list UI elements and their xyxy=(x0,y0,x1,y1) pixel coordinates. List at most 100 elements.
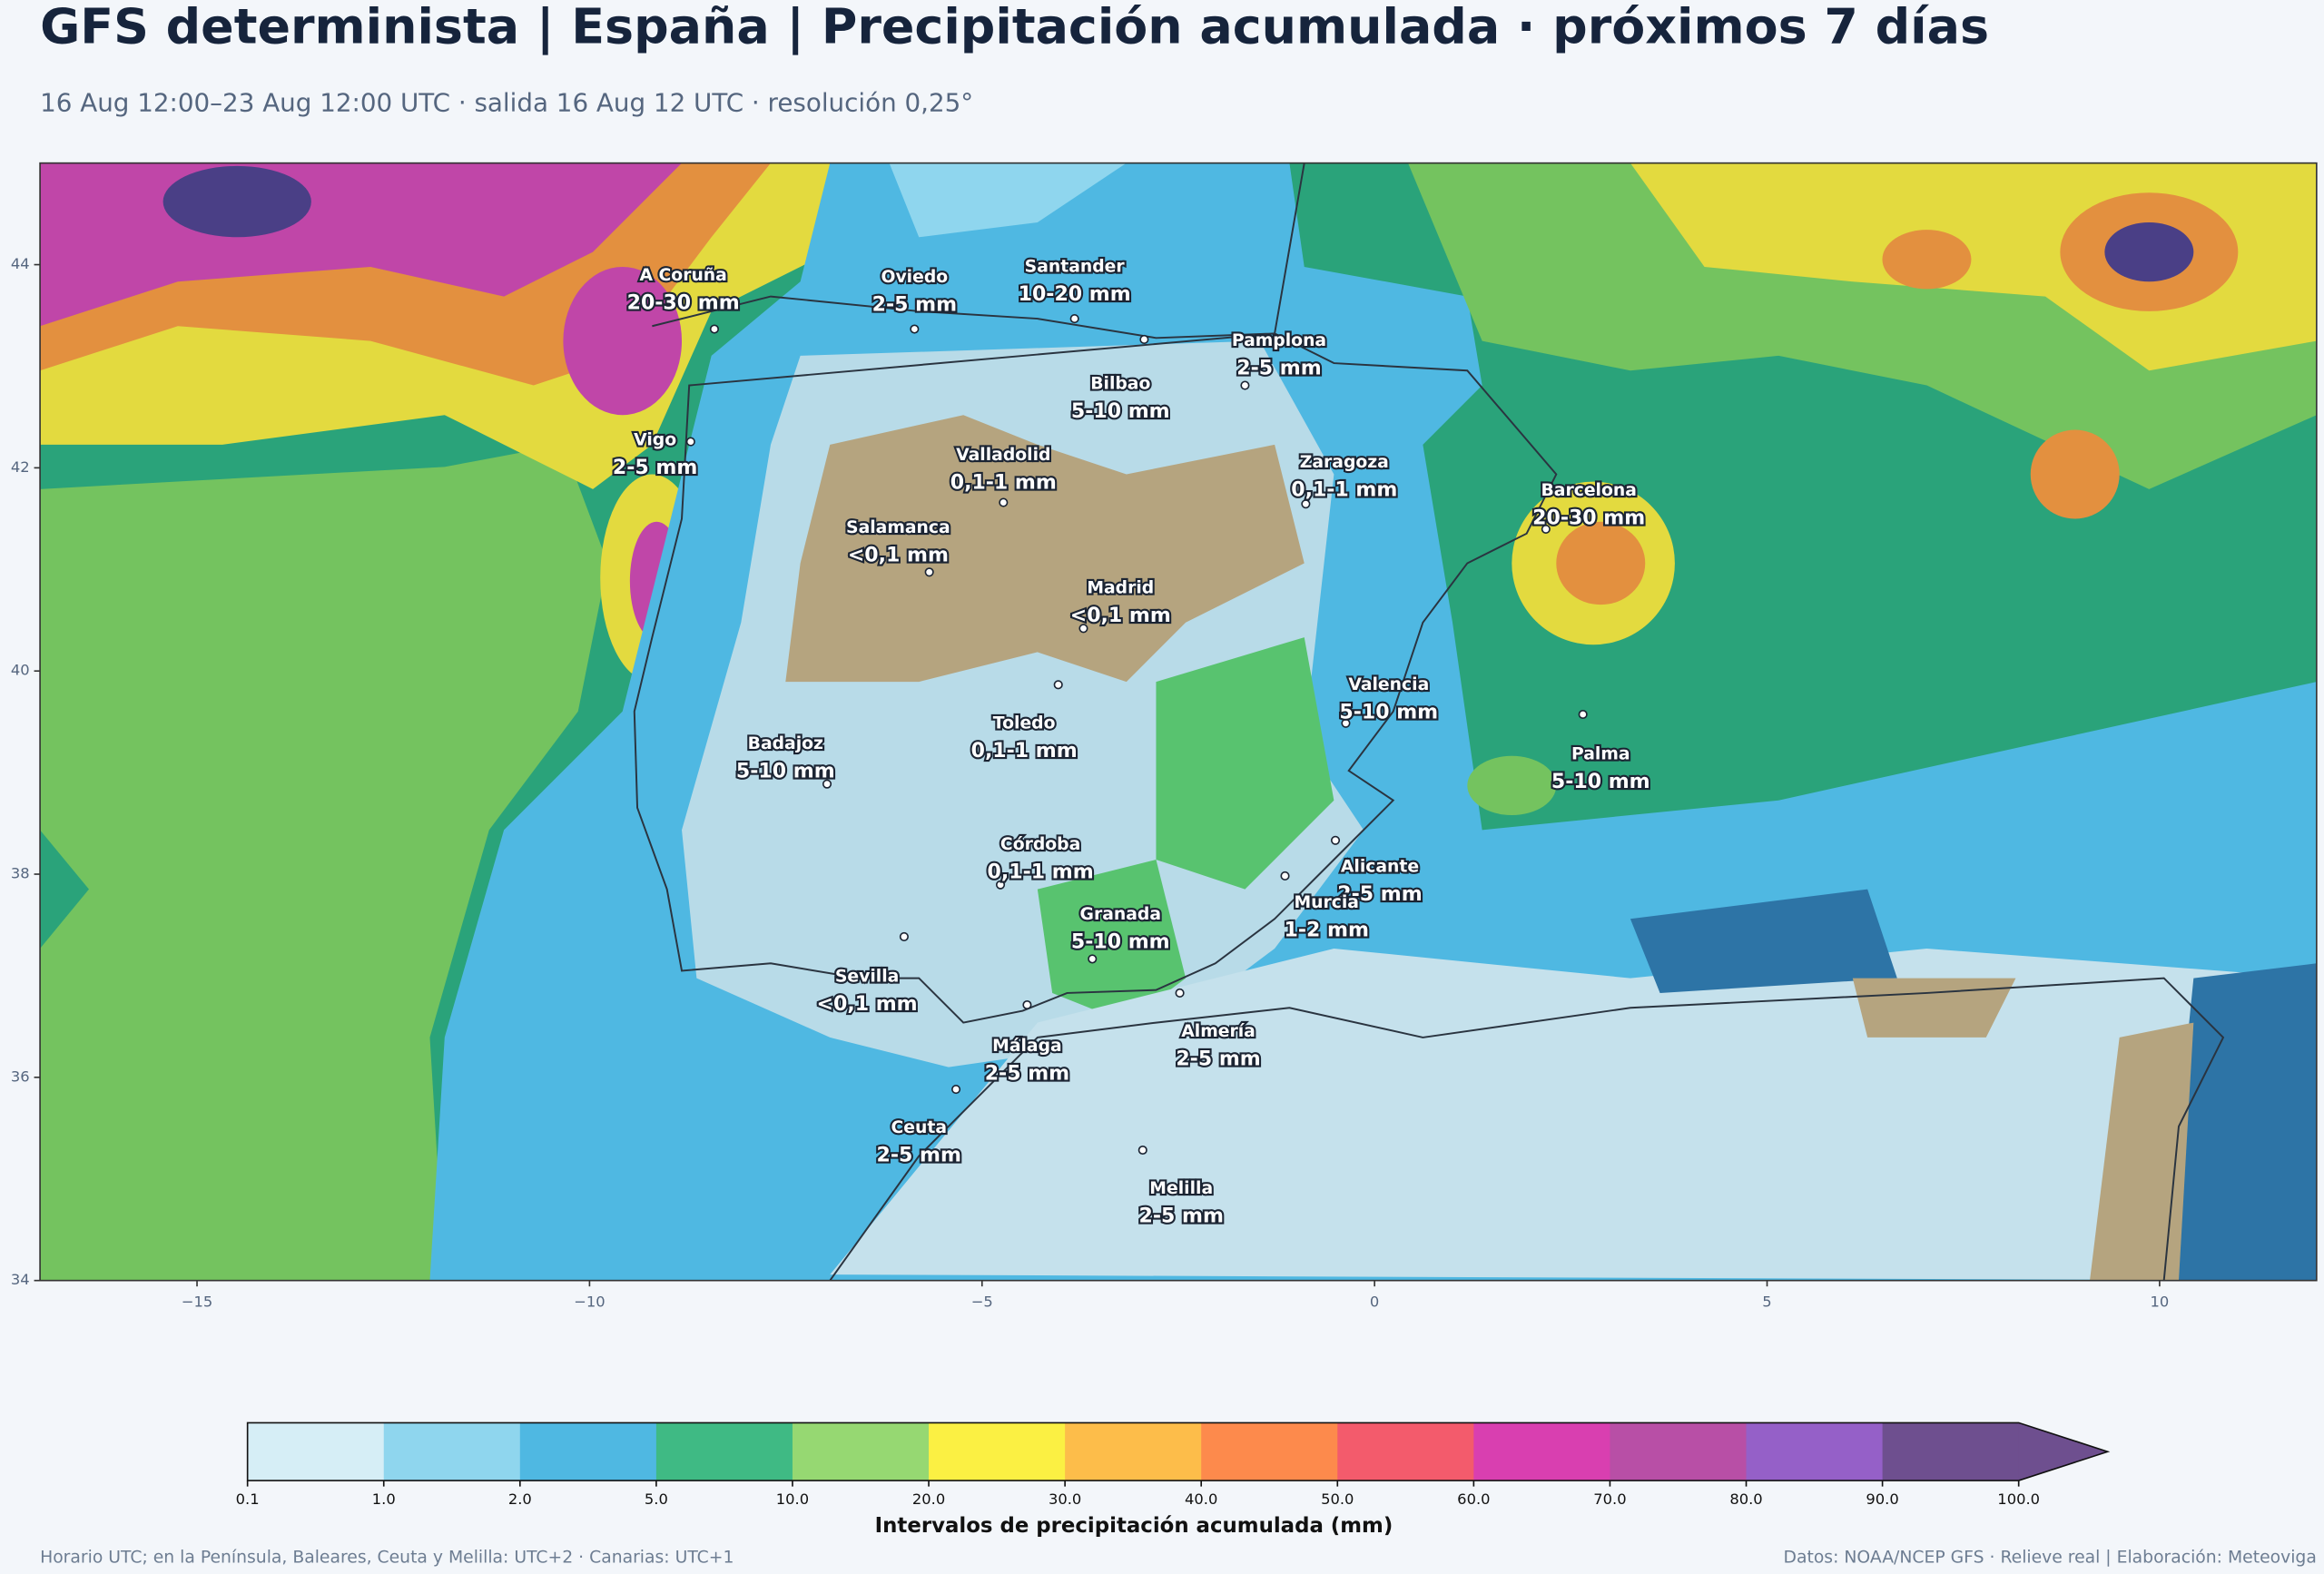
city-name: Valencia xyxy=(1348,675,1429,694)
colorbar-segment xyxy=(519,1422,657,1481)
city-name: Murcia xyxy=(1294,893,1359,912)
city: Córdoba 0,1-1 mm xyxy=(985,833,1096,890)
city-precip: 2-5 mm xyxy=(613,457,697,479)
footer-right: Datos: NOAA/NCEP GFS · Relieve real | El… xyxy=(1784,1548,2317,1567)
city-dot xyxy=(1301,499,1311,509)
city: Valladolid 0,1-1 mm xyxy=(949,444,1059,507)
city-dot xyxy=(899,931,909,941)
city-dot xyxy=(924,567,934,577)
city: Málaga 2-5 mm xyxy=(983,999,1071,1087)
city-precip: 5-10 mm xyxy=(1071,930,1170,953)
colorbar-segment xyxy=(1746,1422,1884,1481)
y-tick-label: 34 xyxy=(11,1271,30,1288)
city: Salamanca <0,1 mm xyxy=(844,516,952,577)
colorbar-frame xyxy=(246,1422,2111,1481)
colorbar-tick-label: 10.0 xyxy=(776,1490,809,1508)
x-tick-label: −5 xyxy=(971,1294,993,1311)
city-dot xyxy=(910,324,920,334)
city-precip: 2-5 mm xyxy=(1176,1048,1260,1070)
city-name: Badajoz xyxy=(748,734,823,753)
city: Almería 2-5 mm xyxy=(1174,988,1263,1073)
city-dot xyxy=(999,497,1009,507)
colorbar-segment xyxy=(1065,1422,1203,1481)
city: Madrid <0,1 mm xyxy=(1068,577,1173,634)
city-name: Oviedo xyxy=(881,268,949,287)
city-dot xyxy=(1139,334,1149,344)
city-dot xyxy=(685,437,695,447)
city-name: Bilbao xyxy=(1090,374,1150,393)
city-dot xyxy=(1069,314,1079,324)
city-precip: 2-5 mm xyxy=(872,293,957,316)
map-frame xyxy=(39,162,2318,1282)
colorbar-label: Intervalos de precipitación acumulada (m… xyxy=(875,1514,1393,1538)
colorbar-tick-label: 5.0 xyxy=(645,1490,668,1508)
city-precip: <0,1 mm xyxy=(848,544,949,566)
city-name: Valladolid xyxy=(956,446,1050,465)
colorbar-segment xyxy=(1882,1422,2020,1481)
city-precip: 20-30 mm xyxy=(627,292,740,315)
city: Murcia 1-2 mm xyxy=(1280,871,1371,943)
city-precip: 10-20 mm xyxy=(1019,283,1131,306)
city: Alicante 2-5 mm xyxy=(1330,835,1424,908)
colorbar-segment xyxy=(247,1422,385,1481)
city: Zaragoza 0,1-1 mm xyxy=(1289,451,1399,509)
city-precip: <0,1 mm xyxy=(817,993,918,1016)
x-tick-label: −15 xyxy=(182,1294,212,1311)
city-dot xyxy=(995,880,1006,890)
city-dot xyxy=(1341,718,1351,728)
title: GFS determinista | España | Precipitació… xyxy=(40,0,1989,54)
colorbar-segment xyxy=(1610,1422,1748,1481)
city-dot xyxy=(951,1085,961,1095)
city-name: Almería xyxy=(1181,1022,1256,1041)
city-dot xyxy=(1022,999,1032,1010)
city-name: Santander xyxy=(1025,257,1126,276)
colorbar-tick-label: 60.0 xyxy=(1457,1490,1490,1508)
city-name: Córdoba xyxy=(1000,835,1080,854)
y-tick-label: 36 xyxy=(11,1067,30,1085)
city-precip: 5-10 mm xyxy=(736,761,835,783)
city-dot xyxy=(1053,680,1063,690)
city-dot xyxy=(1175,988,1185,999)
city: Vigo 2-5 mm xyxy=(611,428,700,481)
city: Granada 5-10 mm xyxy=(1069,903,1172,964)
city: Bilbao 5-10 mm xyxy=(1069,334,1172,425)
city-name: Pamplona xyxy=(1232,331,1326,350)
colorbar-tick-label: 1.0 xyxy=(372,1490,396,1508)
city-dot xyxy=(1280,871,1290,881)
city: Melilla 2-5 mm xyxy=(1137,1145,1226,1230)
y-tick-label: 40 xyxy=(11,662,30,679)
x-tick-label: 5 xyxy=(1762,1294,1771,1311)
colorbar-segment xyxy=(929,1422,1066,1481)
colorbar-segment xyxy=(1473,1422,1611,1481)
city-dot xyxy=(1541,524,1551,534)
city-name: Granada xyxy=(1080,905,1161,924)
city-precip: 0,1-1 mm xyxy=(1291,478,1397,501)
city-dot xyxy=(822,779,832,789)
city-name: Barcelona xyxy=(1541,481,1636,500)
city-name: Madrid xyxy=(1087,579,1154,598)
city-dot xyxy=(1137,1145,1147,1156)
city: Ceuta 2-5 mm xyxy=(874,1085,963,1169)
city-name: A Coruña xyxy=(639,266,726,285)
city-name: Málaga xyxy=(992,1037,1062,1056)
city-precip: 0,1-1 mm xyxy=(988,861,1094,884)
city: Toledo 0,1-1 mm xyxy=(969,680,1079,764)
city-dot xyxy=(1330,835,1341,845)
colorbar-tick-label: 30.0 xyxy=(1049,1490,1081,1508)
city-name: Sevilla xyxy=(835,967,899,986)
city: Palma 5-10 mm xyxy=(1550,709,1652,795)
city-precip: 2-5 mm xyxy=(1337,883,1422,906)
colorbar-segment xyxy=(655,1422,793,1481)
colorbar-segment xyxy=(792,1422,930,1481)
colorbar-tick-label: 0.1 xyxy=(236,1490,260,1508)
city-name: Melilla xyxy=(1149,1179,1213,1198)
city-dot xyxy=(1578,709,1588,720)
city-precip: 2-5 mm xyxy=(1236,358,1321,380)
colorbar-tick-label: 90.0 xyxy=(1866,1490,1898,1508)
x-tick-label: 0 xyxy=(1370,1294,1379,1311)
colorbar-extend xyxy=(2018,1422,2108,1481)
city-dot xyxy=(709,324,719,334)
